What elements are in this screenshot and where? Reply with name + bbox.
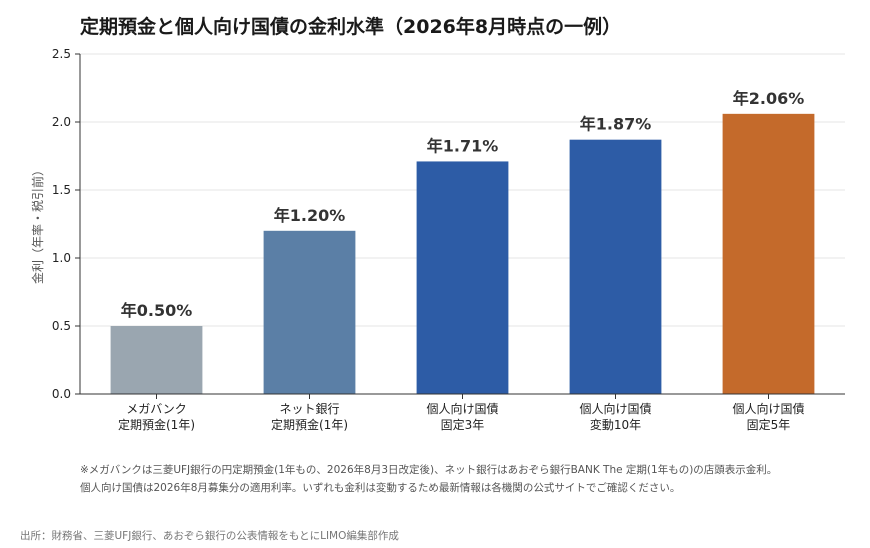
chart-title: 定期預金と個人向け国債の金利水準（2026年8月時点の一例）	[80, 16, 622, 38]
x-tick-label: メガバンク	[126, 402, 187, 416]
y-tick-label: 1.5	[52, 183, 71, 197]
x-tick-label: ネット銀行	[279, 402, 339, 416]
footnote-line-2: 個人向け国債は2026年8月募集分の適用利率。いずれも金利は変動するため最新情報…	[80, 482, 681, 494]
bar	[722, 113, 815, 394]
y-tick-label: 0.5	[52, 319, 71, 333]
y-axis-label: 金利（年率・税引前）	[30, 164, 45, 284]
data-label: 年1.20%	[274, 206, 346, 225]
x-tick-label: 定期預金(1年)	[118, 417, 195, 432]
y-tick-labels: 0.0 0.5 1.0 1.5 2.0 2.5	[52, 47, 71, 401]
x-tick-label: 固定3年	[441, 417, 485, 432]
bar	[110, 326, 203, 394]
y-tick-label: 0.0	[52, 387, 71, 401]
x-tick-label: 変動10年	[590, 417, 641, 432]
x-tick-label: 個人向け国債	[579, 401, 651, 416]
x-tick-label: 個人向け国債	[732, 401, 804, 416]
data-label: 年2.06%	[733, 89, 805, 108]
data-label: 年1.71%	[427, 136, 499, 155]
bars	[110, 113, 815, 394]
footnote-line-1: ※メガバンクは三菱UFJ銀行の円定期預金(1年もの、2026年8月3日改定後)、…	[80, 464, 778, 476]
x-tick-label: 定期預金(1年)	[271, 417, 348, 432]
x-tick-label: 固定5年	[747, 417, 791, 432]
axes	[75, 53, 845, 399]
data-labels: 年0.50% 年1.20% 年1.71% 年1.87% 年2.06%	[121, 89, 805, 320]
data-label: 年1.87%	[580, 115, 652, 134]
y-tick-label: 2.5	[52, 47, 71, 61]
data-label: 年0.50%	[121, 301, 193, 320]
y-tick-label: 1.0	[52, 251, 71, 265]
source-note: 出所：財務省、三菱UFJ銀行、あおぞら銀行の公表情報をもとにLIMO編集部作成	[20, 530, 399, 542]
bar	[416, 161, 509, 394]
x-tick-labels: メガバンク定期預金(1年)ネット銀行定期預金(1年)個人向け国債固定3年個人向け…	[118, 401, 805, 432]
y-tick-label: 2.0	[52, 115, 71, 129]
bar	[569, 139, 662, 394]
bar	[263, 230, 356, 394]
x-tick-label: 個人向け国債	[426, 401, 498, 416]
